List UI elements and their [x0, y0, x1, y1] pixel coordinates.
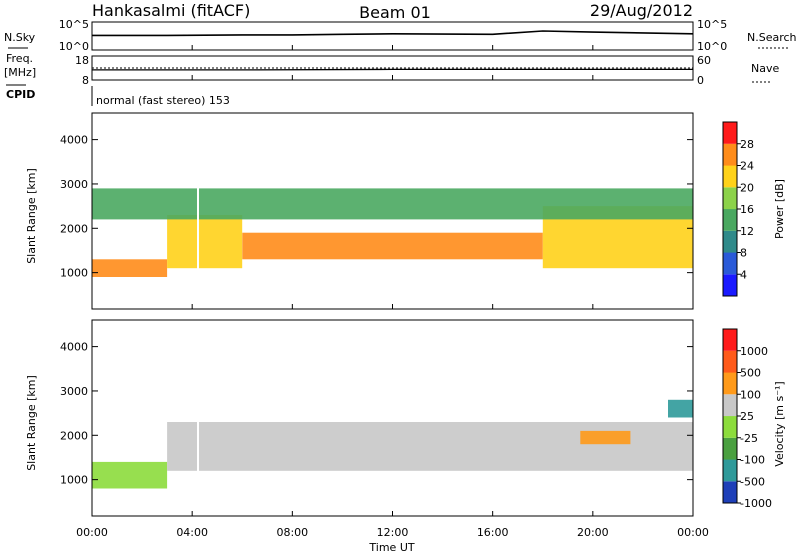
station-title: Hankasalmi (fitACF) — [92, 1, 250, 20]
freq-series-line — [92, 68, 693, 71]
power-cbar-swatch-1 — [723, 252, 737, 275]
power-cbar-swatch-6 — [723, 143, 737, 166]
velocity-colorbar-label: Velocity [m s⁻¹] — [773, 381, 786, 466]
data-band-4 — [92, 188, 693, 220]
velocity-cbar-tick-label-6: -500 — [740, 475, 765, 488]
nsky-series-line — [92, 30, 694, 37]
nsearch-label: N.Search — [747, 31, 797, 44]
power-colorbar: 28 24 20 16 12 8 4 — [722, 121, 754, 297]
x-tick-label-6: 00:00 — [677, 526, 709, 539]
y-tick-label-0: 1000 — [60, 267, 88, 280]
date-title: 29/Aug/2012 — [590, 1, 693, 20]
velocity-cbar-swatch-4 — [723, 394, 737, 417]
power-cbar-swatch-4 — [723, 187, 737, 210]
velocity-y-ticks: 1000 2000 3000 4000 — [60, 341, 693, 487]
nsearch-tick-top: 10^5 — [697, 18, 727, 31]
velocity-cbar-tick-label-2: 100 — [740, 388, 761, 401]
freq-tick-bottom: 8 — [82, 74, 89, 87]
power-colorbar-label: Power [dB] — [773, 179, 786, 239]
velocity-panel: 1000 2000 3000 4000 — [60, 319, 694, 517]
freq-label-2: [MHz] — [4, 66, 36, 79]
data-band-1 — [167, 422, 694, 471]
power-cbar-swatch-3 — [723, 209, 737, 231]
velocity-cbar-tick-label-7: -1000 — [740, 497, 772, 510]
y-tick-label-1: 2000 — [60, 429, 88, 442]
freq-label-1: Freq. — [6, 52, 33, 65]
nsky-tick-top: 10^5 — [59, 18, 89, 31]
velocity-cbar-swatch-7 — [723, 329, 737, 351]
velocity-cbar-swatch-3 — [723, 416, 737, 438]
power-data-bands — [92, 188, 694, 277]
beam-title: Beam 01 — [359, 3, 431, 22]
x-tick-label-1: 04:00 — [176, 526, 208, 539]
velocity-cbar-tick-label-0: 1000 — [740, 345, 768, 358]
velocity-cbar-tick-label-3: 25 — [740, 410, 754, 423]
x-tick-label-4: 16:00 — [477, 526, 509, 539]
power-panel: 1000 2000 3000 4000 — [60, 112, 694, 310]
x-tick-label-2: 08:00 — [276, 526, 308, 539]
power-cbar-swatch-5 — [723, 165, 737, 188]
velocity-cbar-tick-label-1: 500 — [740, 367, 761, 380]
y-tick-label-2: 3000 — [60, 178, 88, 191]
nsearch-tick-bottom: 10^0 — [697, 40, 727, 53]
y-tick-label-2: 3000 — [60, 385, 88, 398]
time-axis: 00:00 04:00 08:00 12:00 16:00 20:00 00:00 — [76, 45, 709, 539]
power-cbar-tick-label-2: 20 — [740, 181, 754, 194]
power-ylabel: Slant Range [km] — [25, 168, 38, 264]
velocity-cbar-tick-label-5: -100 — [740, 454, 765, 467]
data-band-1 — [167, 215, 243, 269]
velocity-data-bands — [92, 399, 694, 489]
x-tick-label-5: 20:00 — [577, 526, 609, 539]
velocity-cbar-swatch-6 — [723, 350, 737, 373]
y-tick-label-3: 4000 — [60, 341, 88, 354]
power-cbar-tick-label-6: 4 — [740, 268, 747, 281]
velocity-cbar-tick-label-4: -25 — [740, 432, 758, 445]
data-band-3 — [668, 399, 693, 418]
power-cbar-tick-label-3: 16 — [740, 203, 754, 216]
power-cbar-tick-label-5: 8 — [740, 247, 747, 260]
nave-label: Nave — [751, 62, 779, 75]
nave-tick-bottom: 0 — [697, 74, 704, 87]
y-tick-label-3: 4000 — [60, 134, 88, 147]
velocity-cbar-swatch-5 — [723, 372, 737, 395]
velocity-ylabel: Slant Range [km] — [25, 375, 38, 471]
power-cbar-swatch-2 — [723, 230, 737, 253]
power-cbar-tick-label-0: 28 — [740, 138, 754, 151]
velocity-cbar-swatch-0 — [723, 481, 737, 504]
power-cbar-swatch-7 — [723, 122, 737, 144]
x-tick-label-0: 00:00 — [76, 526, 108, 539]
y-tick-label-1: 2000 — [60, 222, 88, 235]
velocity-cbar-swatch-2 — [723, 437, 737, 460]
cpid-label: CPID — [6, 88, 35, 101]
data-band-2 — [242, 232, 543, 260]
cpid-text: normal (fast stereo) 153 — [96, 94, 230, 107]
x-tick-label-3: 12:00 — [377, 526, 409, 539]
y-tick-label-0: 1000 — [60, 474, 88, 487]
freq-panel: Freq. [MHz] 18 8 60 0 Nave — [4, 52, 779, 87]
freq-tick-top: 18 — [75, 54, 89, 67]
data-band-0 — [92, 461, 168, 489]
nsky-label: N.Sky — [4, 31, 36, 44]
power-y-ticks: 1000 2000 3000 4000 — [60, 134, 693, 280]
nsky-panel: N.Sky 10^5 10^0 10^5 10^0 N.Search — [4, 18, 797, 53]
velocity-plot-area — [91, 319, 694, 517]
velocity-colorbar: 1000 500 100 25 -25 -100 -500 -1000 — [722, 328, 772, 510]
power-cbar-tick-label-4: 12 — [740, 225, 754, 238]
data-band-2 — [580, 430, 631, 445]
nave-tick-top: 60 — [697, 54, 711, 67]
power-cbar-tick-label-1: 24 — [740, 160, 754, 173]
x-axis-label: Time UT — [368, 541, 414, 554]
power-cbar-swatch-0 — [723, 274, 737, 297]
data-band-0 — [92, 259, 168, 277]
velocity-cbar-swatch-1 — [723, 459, 737, 482]
nsky-tick-bottom: 10^0 — [59, 40, 89, 53]
